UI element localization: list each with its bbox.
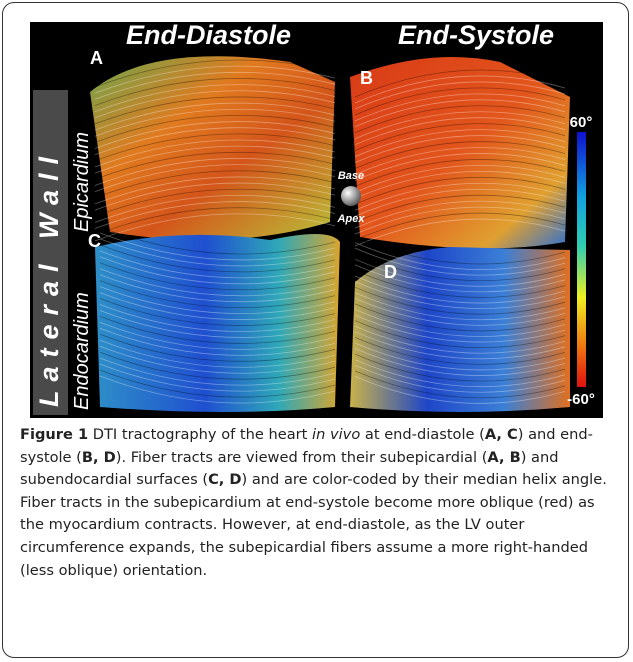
- orientation-label: Base: [338, 170, 364, 182]
- panel-title: End-Diastole: [126, 22, 291, 50]
- caption-text: C, D: [208, 471, 241, 488]
- colorbar-label: -60°: [567, 391, 595, 408]
- caption-text: A, C: [485, 426, 518, 443]
- panel-letter: C: [88, 231, 101, 251]
- row-label: Endocardium: [71, 292, 93, 410]
- page: Lateral Wall Epicardium Endocardium End-…: [0, 0, 633, 662]
- side-label: Lateral Wall: [34, 148, 64, 407]
- panel-letter: B: [360, 68, 373, 88]
- caption-text: B, D: [82, 449, 116, 466]
- panel-letter: D: [384, 262, 397, 282]
- caption-text: in vivo: [312, 426, 360, 443]
- orientation-label: Apex: [337, 213, 366, 225]
- colorbar: [577, 132, 586, 387]
- row-label: Epicardium: [71, 132, 93, 232]
- caption: Figure 1 DTI tractography of the heart i…: [20, 424, 616, 582]
- colorbar-label: 60°: [570, 114, 593, 131]
- caption-text: at end-diastole (: [360, 426, 485, 443]
- caption-text: A, B: [487, 449, 520, 466]
- figure-image: Lateral Wall Epicardium Endocardium End-…: [30, 22, 603, 418]
- caption-text: DTI tractography of the heart: [88, 426, 312, 443]
- caption-text: ). Fiber tracts are viewed from their su…: [116, 449, 488, 466]
- panel-letter: A: [90, 48, 103, 68]
- orientation-sphere: [341, 186, 361, 206]
- caption-label: Figure 1: [20, 426, 88, 443]
- panel-title: End-Systole: [398, 22, 554, 50]
